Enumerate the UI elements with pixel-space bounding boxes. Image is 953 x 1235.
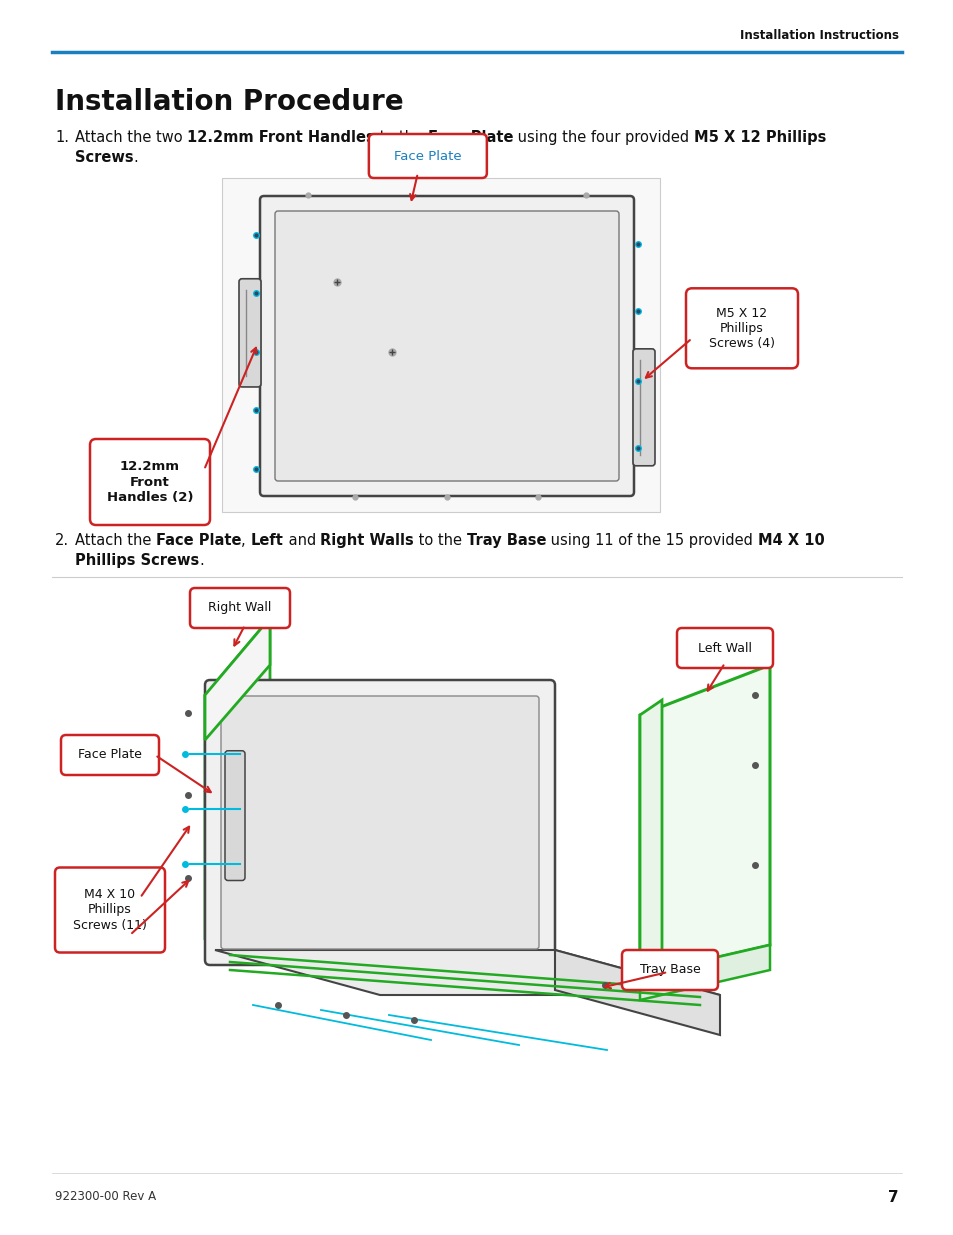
FancyBboxPatch shape (239, 279, 261, 387)
Text: 12.2mm Front Handles: 12.2mm Front Handles (187, 130, 375, 144)
Text: 7: 7 (887, 1191, 898, 1205)
FancyBboxPatch shape (61, 735, 159, 776)
Text: 922300-00 Rev A: 922300-00 Rev A (55, 1191, 156, 1203)
Polygon shape (205, 618, 270, 740)
Text: 2.: 2. (55, 534, 69, 548)
FancyBboxPatch shape (260, 196, 634, 496)
Text: and: and (283, 534, 320, 548)
FancyBboxPatch shape (55, 867, 165, 952)
Text: using 11 of the 15 provided: using 11 of the 15 provided (546, 534, 757, 548)
Text: Face Plate: Face Plate (394, 149, 461, 163)
Text: using the four provided: using the four provided (513, 130, 693, 144)
Text: ,: , (241, 534, 251, 548)
FancyBboxPatch shape (274, 211, 618, 480)
FancyBboxPatch shape (90, 438, 210, 525)
Text: Tray Base: Tray Base (466, 534, 546, 548)
Bar (222, 178, 659, 513)
FancyBboxPatch shape (369, 135, 486, 178)
Text: Right Walls: Right Walls (320, 534, 414, 548)
Polygon shape (205, 618, 270, 940)
Polygon shape (639, 664, 769, 974)
Text: Phillips Screws: Phillips Screws (75, 553, 199, 568)
Text: to the: to the (375, 130, 427, 144)
Text: to the: to the (414, 534, 466, 548)
Text: M4 X 10
Phillips
Screws (11): M4 X 10 Phillips Screws (11) (73, 888, 147, 931)
Text: .: . (199, 553, 204, 568)
Text: M4 X 10: M4 X 10 (757, 534, 823, 548)
Text: Face Plate: Face Plate (427, 130, 513, 144)
Text: Left Wall: Left Wall (698, 641, 751, 655)
FancyBboxPatch shape (225, 751, 245, 881)
Polygon shape (639, 945, 769, 1000)
FancyBboxPatch shape (685, 288, 797, 368)
Polygon shape (555, 950, 720, 1035)
Text: Screws: Screws (75, 149, 133, 165)
Text: Left: Left (251, 534, 283, 548)
Text: Attach the two: Attach the two (75, 130, 187, 144)
Text: Installation Procedure: Installation Procedure (55, 88, 403, 116)
Text: Installation Instructions: Installation Instructions (740, 28, 898, 42)
Text: M5 X 12
Phillips
Screws (4): M5 X 12 Phillips Screws (4) (708, 306, 774, 350)
Polygon shape (639, 700, 661, 974)
FancyBboxPatch shape (633, 348, 655, 466)
Polygon shape (214, 950, 720, 995)
Text: Face Plate: Face Plate (156, 534, 241, 548)
FancyBboxPatch shape (190, 588, 290, 629)
FancyBboxPatch shape (221, 697, 538, 948)
FancyBboxPatch shape (621, 950, 718, 990)
Text: .: . (133, 149, 138, 165)
Text: 1.: 1. (55, 130, 69, 144)
Text: Face Plate: Face Plate (78, 748, 142, 762)
FancyBboxPatch shape (677, 629, 772, 668)
Text: M5 X 12 Phillips: M5 X 12 Phillips (693, 130, 825, 144)
Text: 12.2mm
Front
Handles (2): 12.2mm Front Handles (2) (107, 461, 193, 504)
Text: Right Wall: Right Wall (208, 601, 272, 615)
Text: Tray Base: Tray Base (639, 963, 700, 977)
Text: Attach the: Attach the (75, 534, 156, 548)
FancyBboxPatch shape (205, 680, 555, 965)
